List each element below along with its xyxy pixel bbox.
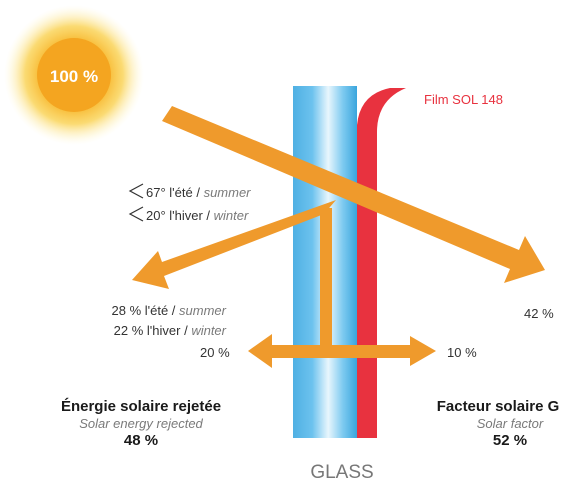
rejected-summary: Énergie solaire rejetée Solar energy rej…	[61, 398, 221, 449]
angle-icon	[128, 183, 144, 199]
solar-factor-title: Facteur solaire G	[437, 398, 560, 415]
solar-factor-value: 52 %	[493, 432, 527, 449]
sun-value: 100 %	[50, 67, 98, 86]
energy-arrows	[132, 106, 545, 368]
angle-icon	[128, 206, 144, 222]
solar-factor-summary: Facteur solaire G Solar factor 52 %	[437, 398, 560, 449]
absorbed-stem	[320, 208, 332, 358]
film-layer	[357, 88, 406, 438]
rejected-subtitle: Solar energy rejected	[79, 416, 203, 431]
rejected-value: 48 %	[124, 432, 158, 449]
absorbed-in-value: 10 %	[447, 345, 477, 360]
transmitted-value: 42 %	[524, 306, 554, 321]
reflected-summer: 28 % l'été / summer	[112, 303, 227, 318]
solar-factor-subtitle: Solar factor	[477, 416, 544, 431]
angle-summer: 67° l'été / summer	[146, 185, 251, 200]
absorbed-bar	[270, 345, 412, 358]
angle-winter: 20° l'hiver / winter	[146, 208, 249, 223]
absorbed-out-value: 20 %	[200, 345, 230, 360]
glass-label: GLASS	[310, 462, 373, 483]
reflected-winter: 22 % l'hiver / winter	[114, 323, 227, 338]
rejected-title: Énergie solaire rejetée	[61, 398, 221, 415]
film-label: Film SOL 148	[424, 92, 503, 107]
incident-transmitted-arrow	[162, 106, 545, 283]
angle-labels: 67° l'été / summer 20° l'hiver / winter	[128, 183, 251, 223]
absorbed-arrow-right	[410, 336, 436, 366]
absorbed-arrow-left	[248, 334, 272, 368]
sun-icon	[4, 5, 144, 145]
reflected-arrow	[132, 200, 336, 289]
